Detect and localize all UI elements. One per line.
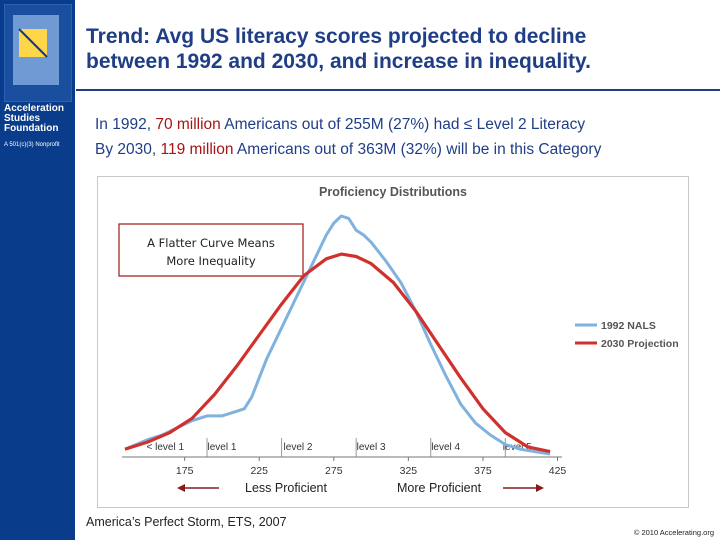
proficiency-chart: Proficiency Distributions A Flatter Curv… (97, 176, 689, 508)
legend-label-1: 2030 Projection (601, 338, 679, 350)
bullet-2030: By 2030, 119 million Americans out of 36… (95, 141, 601, 159)
title-line-2: between 1992 and 2030, and increase in i… (86, 50, 591, 73)
foundation-logo-icon (13, 15, 59, 85)
legend-label-0: 1992 NALS (601, 320, 656, 332)
less-proficient-label: Less Proficient (245, 481, 328, 495)
bullet-2030-highlight: 119 million (160, 141, 234, 158)
org-name: Acceleration Studies Foundation (4, 103, 65, 134)
level-label: level 1 (207, 442, 236, 453)
sidebar: Acceleration Studies Foundation A 501(c)… (0, 0, 75, 540)
bullet-2030-lead: By 2030, (95, 141, 161, 158)
level-label: level 2 (284, 442, 313, 453)
x-tick-label: 425 (549, 465, 567, 477)
title-line-1: Trend: Avg US literacy scores projected … (86, 25, 587, 48)
annotation-line-1: A Flatter Curve Means (147, 236, 275, 250)
x-tick-label: 325 (400, 465, 418, 477)
source-citation: America’s Perfect Storm, ETS, 2007 (86, 515, 287, 529)
x-tick-label: 275 (325, 465, 343, 477)
more-proficient-label: More Proficient (397, 481, 482, 495)
logo-graphic (4, 4, 72, 102)
more-arrow-icon (536, 484, 544, 492)
bullet-1992-rest: Americans out of 255M (27%) had ≤ Level … (220, 116, 586, 133)
x-tick-label: 225 (250, 465, 268, 477)
copyright: © 2010 Accelerating.org (633, 528, 714, 537)
annotation-line-2: More Inequality (166, 254, 255, 268)
slide-title: Trend: Avg US literacy scores projected … (86, 24, 706, 74)
series-line-0 (124, 214, 551, 456)
less-arrow-icon (177, 484, 185, 492)
x-tick-label: 175 (176, 465, 194, 477)
x-tick-label: 375 (474, 465, 492, 477)
level-label: level 4 (431, 442, 460, 453)
level-label: < level 1 (147, 442, 185, 453)
bullet-1992: In 1992, 70 million Americans out of 255… (95, 116, 585, 134)
bullet-1992-highlight: 70 million (155, 116, 221, 133)
chart-title: Proficiency Distributions (319, 185, 467, 199)
title-divider (76, 89, 720, 91)
bullet-2030-rest: Americans out of 363M (32%) will be in t… (233, 141, 602, 158)
level-label: level 3 (357, 442, 386, 453)
org-subtitle: A 501(c)(3) Nonprofit (4, 142, 60, 148)
annotation-box (118, 223, 304, 277)
bullet-1992-lead: In 1992, (95, 116, 156, 133)
series-line-1 (124, 252, 551, 454)
